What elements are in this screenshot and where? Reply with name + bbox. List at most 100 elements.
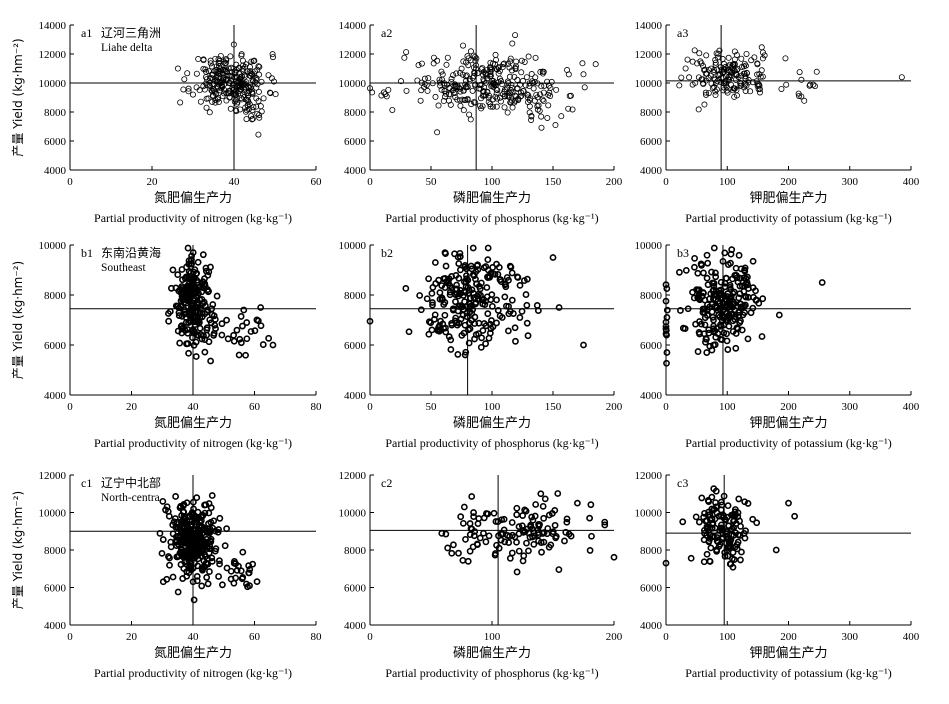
- data-point: [544, 114, 551, 121]
- data-point: [470, 509, 477, 516]
- data-point: [159, 536, 167, 543]
- data-point: [479, 65, 486, 72]
- data-point: [501, 281, 509, 289]
- data-point: [166, 554, 173, 562]
- y-tick-label: 8000: [44, 107, 67, 119]
- data-point: [483, 284, 491, 291]
- data-point: [566, 93, 573, 100]
- data-point: [703, 251, 711, 259]
- data-point: [662, 297, 670, 305]
- data-point: [246, 566, 254, 573]
- data-point: [702, 517, 710, 525]
- data-point: [193, 70, 200, 77]
- y-tick-label: 10000: [635, 78, 663, 90]
- data-point: [522, 291, 530, 298]
- data-point: [509, 531, 516, 539]
- x-tick-label: 0: [663, 631, 669, 643]
- data-point: [728, 531, 736, 539]
- data-point: [724, 261, 732, 268]
- data-point: [240, 62, 247, 69]
- data-point: [712, 92, 719, 99]
- data-point: [496, 75, 503, 82]
- data-point: [717, 321, 724, 329]
- x-tick-label: 0: [367, 631, 373, 643]
- x-tick-label: 200: [780, 401, 797, 413]
- data-point: [507, 55, 514, 62]
- data-point: [435, 102, 442, 109]
- data-point: [466, 531, 474, 539]
- y-tick-label: 4000: [344, 165, 367, 177]
- data-point: [695, 106, 702, 113]
- data-point: [244, 92, 251, 99]
- x-tick-label: 0: [663, 401, 669, 413]
- data-point: [232, 574, 239, 582]
- x-tick-label: 200: [780, 631, 797, 643]
- data-point: [697, 58, 704, 65]
- data-point: [791, 512, 799, 520]
- data-point: [418, 60, 425, 67]
- data-point: [513, 538, 520, 546]
- data-point: [729, 63, 736, 70]
- data-point: [196, 324, 204, 332]
- data-point: [431, 259, 439, 266]
- data-point: [213, 66, 220, 73]
- data-point: [484, 310, 492, 318]
- data-point: [736, 79, 743, 86]
- data-point: [755, 81, 762, 88]
- data-point: [698, 76, 705, 83]
- data-point: [477, 343, 485, 351]
- data-point: [194, 331, 201, 339]
- x-tick-label: 100: [719, 401, 736, 413]
- x-tick-label: 40: [188, 401, 200, 413]
- data-point: [721, 249, 729, 257]
- data-point: [796, 92, 803, 99]
- data-point: [512, 66, 519, 73]
- data-point: [223, 97, 230, 104]
- data-point: [725, 322, 733, 330]
- data-point: [703, 349, 711, 356]
- data-point: [204, 271, 212, 279]
- x-axis-label-cn: 氮肥偏生产力: [154, 416, 232, 431]
- data-point: [503, 274, 511, 281]
- data-point: [717, 506, 725, 514]
- data-point: [528, 116, 535, 123]
- data-point: [202, 501, 210, 509]
- data-point: [480, 264, 488, 272]
- data-point: [507, 99, 514, 106]
- data-point: [663, 285, 671, 292]
- data-point: [691, 254, 699, 262]
- data-point: [462, 278, 470, 286]
- data-point: [574, 499, 581, 507]
- data-point: [201, 348, 209, 356]
- y-tick-label: 12000: [339, 470, 367, 482]
- data-point: [215, 557, 223, 565]
- data-point: [457, 69, 464, 76]
- data-point: [207, 357, 215, 365]
- data-point: [389, 107, 396, 114]
- data-point: [733, 92, 740, 99]
- data-point: [739, 63, 746, 70]
- data-point: [458, 65, 465, 72]
- data-point: [695, 518, 703, 526]
- y-tick-label: 10000: [339, 240, 367, 252]
- data-point: [269, 341, 277, 349]
- y-tick-label: 10000: [635, 240, 663, 252]
- data-point: [554, 490, 562, 497]
- data-point: [508, 549, 516, 557]
- data-point: [532, 74, 539, 81]
- data-point: [187, 521, 195, 529]
- data-point: [724, 346, 732, 353]
- data-point: [610, 553, 618, 561]
- data-point: [738, 55, 745, 62]
- data-point: [190, 505, 197, 513]
- data-point: [188, 302, 195, 309]
- data-point: [498, 314, 506, 321]
- data-point: [256, 71, 263, 78]
- data-point: [525, 99, 532, 106]
- data-point: [516, 281, 524, 289]
- data-point: [778, 85, 785, 92]
- data-point: [497, 98, 504, 105]
- data-point: [719, 69, 726, 76]
- data-point: [456, 302, 464, 310]
- data-point: [203, 308, 211, 316]
